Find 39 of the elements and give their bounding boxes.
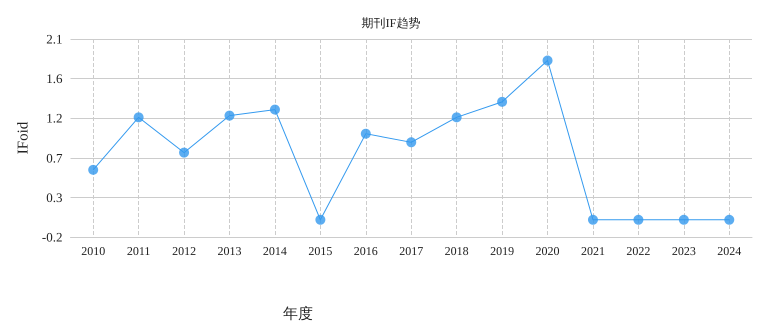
x-tick-label: 2016 bbox=[354, 244, 378, 258]
y-tick-label: 0.7 bbox=[46, 150, 63, 166]
chart-title: 期刊IF趋势 bbox=[362, 16, 420, 30]
x-axis-title: 年度 bbox=[282, 306, 313, 322]
x-tick-label: 2013 bbox=[218, 244, 242, 258]
x-tick-label: 2015 bbox=[308, 244, 332, 258]
y-tick-label: -0.2 bbox=[42, 230, 62, 244]
x-tick-label: 2018 bbox=[444, 244, 469, 258]
x-tick-label: 2023 bbox=[672, 244, 696, 258]
y-tick-label: 0.3 bbox=[46, 190, 62, 205]
y-tick-label: 1.2 bbox=[46, 110, 62, 126]
point bbox=[452, 112, 462, 122]
x-tick-label: 2012 bbox=[172, 244, 196, 258]
x-tick-label: 2024 bbox=[717, 244, 742, 258]
x-tick-label: 2017 bbox=[399, 244, 424, 258]
point bbox=[497, 96, 508, 107]
x-tick-label: 2010 bbox=[81, 244, 106, 258]
point bbox=[588, 214, 598, 225]
point bbox=[406, 137, 416, 148]
point bbox=[633, 214, 644, 225]
point bbox=[270, 104, 280, 115]
point bbox=[360, 128, 371, 139]
y-tick-label: 2.1 bbox=[46, 32, 62, 46]
x-tick-label: 2022 bbox=[626, 244, 650, 258]
x-tick-label: 2019 bbox=[490, 244, 514, 258]
point bbox=[134, 112, 144, 122]
x-tick-label: 2021 bbox=[580, 244, 605, 258]
point bbox=[542, 56, 553, 66]
point bbox=[315, 214, 326, 225]
point bbox=[179, 148, 190, 158]
x-tick-label: 2011 bbox=[126, 244, 150, 258]
y-axis-title: IFoid bbox=[16, 121, 32, 154]
x-tick-label: 2020 bbox=[536, 244, 560, 258]
x-tick-label: 2014 bbox=[262, 244, 287, 258]
y-tick-label: 1.6 bbox=[46, 71, 63, 86]
point bbox=[724, 214, 734, 225]
point bbox=[88, 164, 98, 175]
point bbox=[678, 214, 689, 225]
point bbox=[224, 110, 234, 121]
